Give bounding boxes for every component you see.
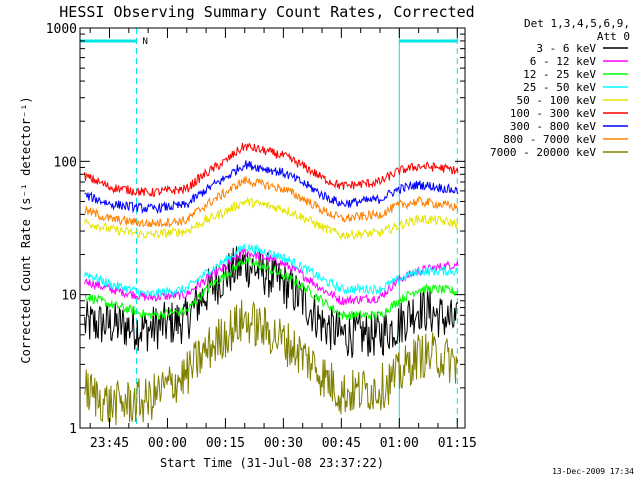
legend-label: 6 - 12 keV bbox=[530, 55, 597, 68]
y-tick-label: 10 bbox=[61, 289, 77, 304]
legend-header-line: Att 0 bbox=[597, 30, 630, 43]
series-line-3 bbox=[84, 243, 459, 298]
x-tick-label: 00:30 bbox=[264, 436, 303, 451]
chart-title: HESSI Observing Summary Count Rates, Cor… bbox=[59, 3, 474, 21]
series-line-1 bbox=[84, 248, 459, 306]
x-tick-label: 01:00 bbox=[380, 436, 419, 451]
series-layer bbox=[84, 142, 459, 426]
y-tick-label: 1000 bbox=[46, 22, 77, 37]
series-line-7 bbox=[84, 176, 459, 229]
legend-label: 300 - 800 keV bbox=[510, 120, 596, 133]
legend-label: 50 - 100 keV bbox=[517, 94, 597, 107]
legend-label: 800 - 7000 keV bbox=[503, 133, 596, 146]
legend-label: 100 - 300 keV bbox=[510, 107, 596, 120]
series-line-4 bbox=[84, 196, 459, 241]
x-tick-label: 00:15 bbox=[206, 436, 245, 451]
series-line-8 bbox=[84, 299, 459, 426]
legend-label: 25 - 50 keV bbox=[523, 81, 596, 94]
generated-timestamp: 13-Dec-2009 17:34 bbox=[552, 467, 634, 476]
x-tick-label: 23:45 bbox=[90, 436, 129, 451]
x-axis-ticks: 23:45 00:00 00:15 00:30 00:45 01:00 01:15 bbox=[89, 28, 477, 451]
series-line-5 bbox=[84, 142, 459, 198]
legend-label: 3 - 6 keV bbox=[536, 42, 596, 55]
x-tick-label: 00:00 bbox=[148, 436, 187, 451]
series-line-2 bbox=[84, 256, 459, 321]
legend-header-line: Det 1,3,4,5,6,9, bbox=[524, 17, 630, 30]
x-axis-label: Start Time (31-Jul-08 23:37:22) bbox=[160, 456, 384, 470]
y-axis-ticks: 1 10 100 1000 bbox=[46, 22, 465, 437]
y-tick-label: 1 bbox=[69, 422, 77, 437]
x-tick-label: 01:15 bbox=[438, 436, 477, 451]
legend-label: 12 - 25 keV bbox=[523, 68, 596, 81]
x-tick-label: 00:45 bbox=[322, 436, 361, 451]
flag-label-0: N bbox=[143, 37, 148, 47]
plot-frame bbox=[79, 27, 466, 429]
y-axis-label: Corrected Count Rate (s⁻¹ detector⁻¹) bbox=[19, 96, 33, 363]
series-line-0 bbox=[84, 246, 459, 358]
y-tick-label: 100 bbox=[54, 155, 77, 170]
series-line-6 bbox=[84, 160, 459, 215]
legend-label: 7000 - 20000 keV bbox=[490, 146, 596, 159]
